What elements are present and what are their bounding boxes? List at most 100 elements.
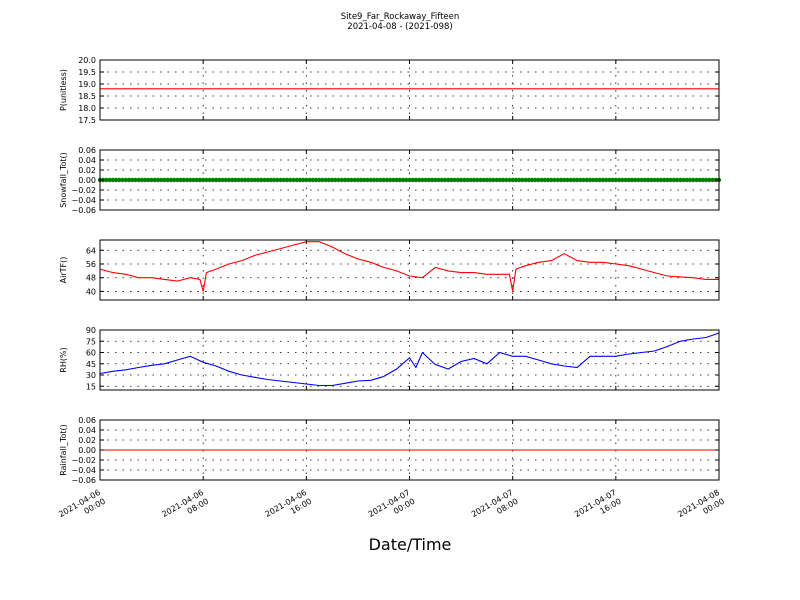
series-marker xyxy=(426,177,432,183)
series-marker xyxy=(642,177,648,183)
series-marker xyxy=(371,177,377,183)
series-marker xyxy=(513,177,519,183)
y-axis-label: RH(%) xyxy=(59,347,68,372)
series-marker xyxy=(475,177,480,183)
series-marker xyxy=(152,177,158,183)
series-marker xyxy=(603,177,609,183)
series-marker xyxy=(310,177,315,183)
y-tick-label: 17.5 xyxy=(78,116,96,125)
series-marker xyxy=(394,177,399,183)
series-marker xyxy=(191,177,196,183)
series-marker xyxy=(220,177,225,183)
series-marker xyxy=(491,177,496,183)
series-marker xyxy=(533,177,538,183)
y-tick-label: 75 xyxy=(86,337,96,346)
series-marker xyxy=(449,177,454,183)
series-marker xyxy=(468,177,473,183)
series-marker xyxy=(142,177,148,183)
series-marker xyxy=(349,177,354,183)
series-marker xyxy=(565,177,570,183)
series-marker xyxy=(223,177,228,183)
series-marker xyxy=(636,177,641,183)
series-marker xyxy=(339,177,344,183)
series-marker xyxy=(126,177,132,183)
series-marker xyxy=(439,177,444,183)
series-marker xyxy=(233,177,238,183)
panels: 17.5 18.0 18.5 19.0 19.5 20.0 P(unitless) −0.06… xyxy=(59,56,722,485)
series-marker xyxy=(200,177,206,183)
series-marker xyxy=(375,177,380,183)
series-marker xyxy=(123,177,128,183)
series-marker xyxy=(284,177,290,183)
series-marker xyxy=(365,177,370,183)
series-marker xyxy=(597,177,602,183)
series-marker xyxy=(681,177,686,183)
series-marker xyxy=(697,177,702,183)
y-tick-label: 90 xyxy=(86,326,96,335)
series-marker xyxy=(455,177,461,183)
y-tick-label: 0.02 xyxy=(78,436,96,445)
series-marker xyxy=(281,177,286,183)
series-marker xyxy=(404,177,409,183)
series-marker xyxy=(175,177,180,183)
series-marker xyxy=(210,177,216,183)
series-marker xyxy=(574,177,580,183)
series-marker xyxy=(639,177,644,183)
series-marker xyxy=(171,177,177,183)
series-marker xyxy=(410,177,415,183)
series-marker xyxy=(539,177,544,183)
y-tick-label: 45 xyxy=(86,360,96,369)
series-marker xyxy=(229,177,235,183)
series-marker xyxy=(678,177,683,183)
series-marker xyxy=(481,177,486,183)
series-marker xyxy=(649,177,654,183)
series-marker xyxy=(165,177,170,183)
series-marker xyxy=(552,177,557,183)
series-marker xyxy=(507,177,512,183)
series-marker xyxy=(516,177,522,183)
y-tick-label: 0.06 xyxy=(78,146,96,155)
series-marker xyxy=(355,177,361,183)
x-tick-label: 2021-04-0700:00 xyxy=(367,488,417,528)
series-marker xyxy=(313,177,319,183)
series-marker xyxy=(413,177,419,183)
series-marker xyxy=(581,177,586,183)
series-marker xyxy=(197,177,203,183)
series-marker xyxy=(452,177,457,183)
panel-3: 15 30 45 60 75 90 RH(%) xyxy=(59,326,720,391)
series-marker xyxy=(391,177,396,183)
series-marker xyxy=(362,177,367,183)
series-marker xyxy=(545,177,551,183)
series-marker xyxy=(471,177,477,183)
series-marker xyxy=(136,177,141,183)
series-marker xyxy=(400,177,406,183)
series-marker xyxy=(288,177,293,183)
series-marker xyxy=(110,177,116,183)
series-marker xyxy=(149,177,154,183)
series-marker xyxy=(694,177,699,183)
series-marker xyxy=(368,177,374,183)
series-marker xyxy=(268,177,274,183)
series-marker xyxy=(139,177,145,183)
y-axis-label: P(unitless) xyxy=(59,69,68,111)
x-tick-label: 2021-04-0800:00 xyxy=(676,488,726,528)
series-marker xyxy=(181,177,187,183)
y-tick-label: −0.04 xyxy=(71,466,96,475)
y-tick-label: −0.04 xyxy=(71,196,96,205)
y-axis-label: AirTF() xyxy=(59,257,68,284)
series-marker xyxy=(297,177,303,183)
series-marker xyxy=(691,177,696,183)
x-axis-ticks: 2021-04-0600:00 2021-04-0608:00 2021-04-06… xyxy=(57,488,726,528)
series-marker xyxy=(249,177,254,183)
series-marker xyxy=(271,177,277,183)
series-marker xyxy=(291,177,296,183)
y-tick-label: 0.04 xyxy=(78,426,96,435)
series-marker xyxy=(239,177,245,183)
y-tick-label: 56 xyxy=(86,260,96,269)
y-tick-label: 0.06 xyxy=(78,416,96,425)
series-marker xyxy=(510,177,515,183)
y-tick-label: 19.5 xyxy=(78,68,96,77)
series-marker xyxy=(613,177,619,183)
series-marker xyxy=(707,177,712,183)
